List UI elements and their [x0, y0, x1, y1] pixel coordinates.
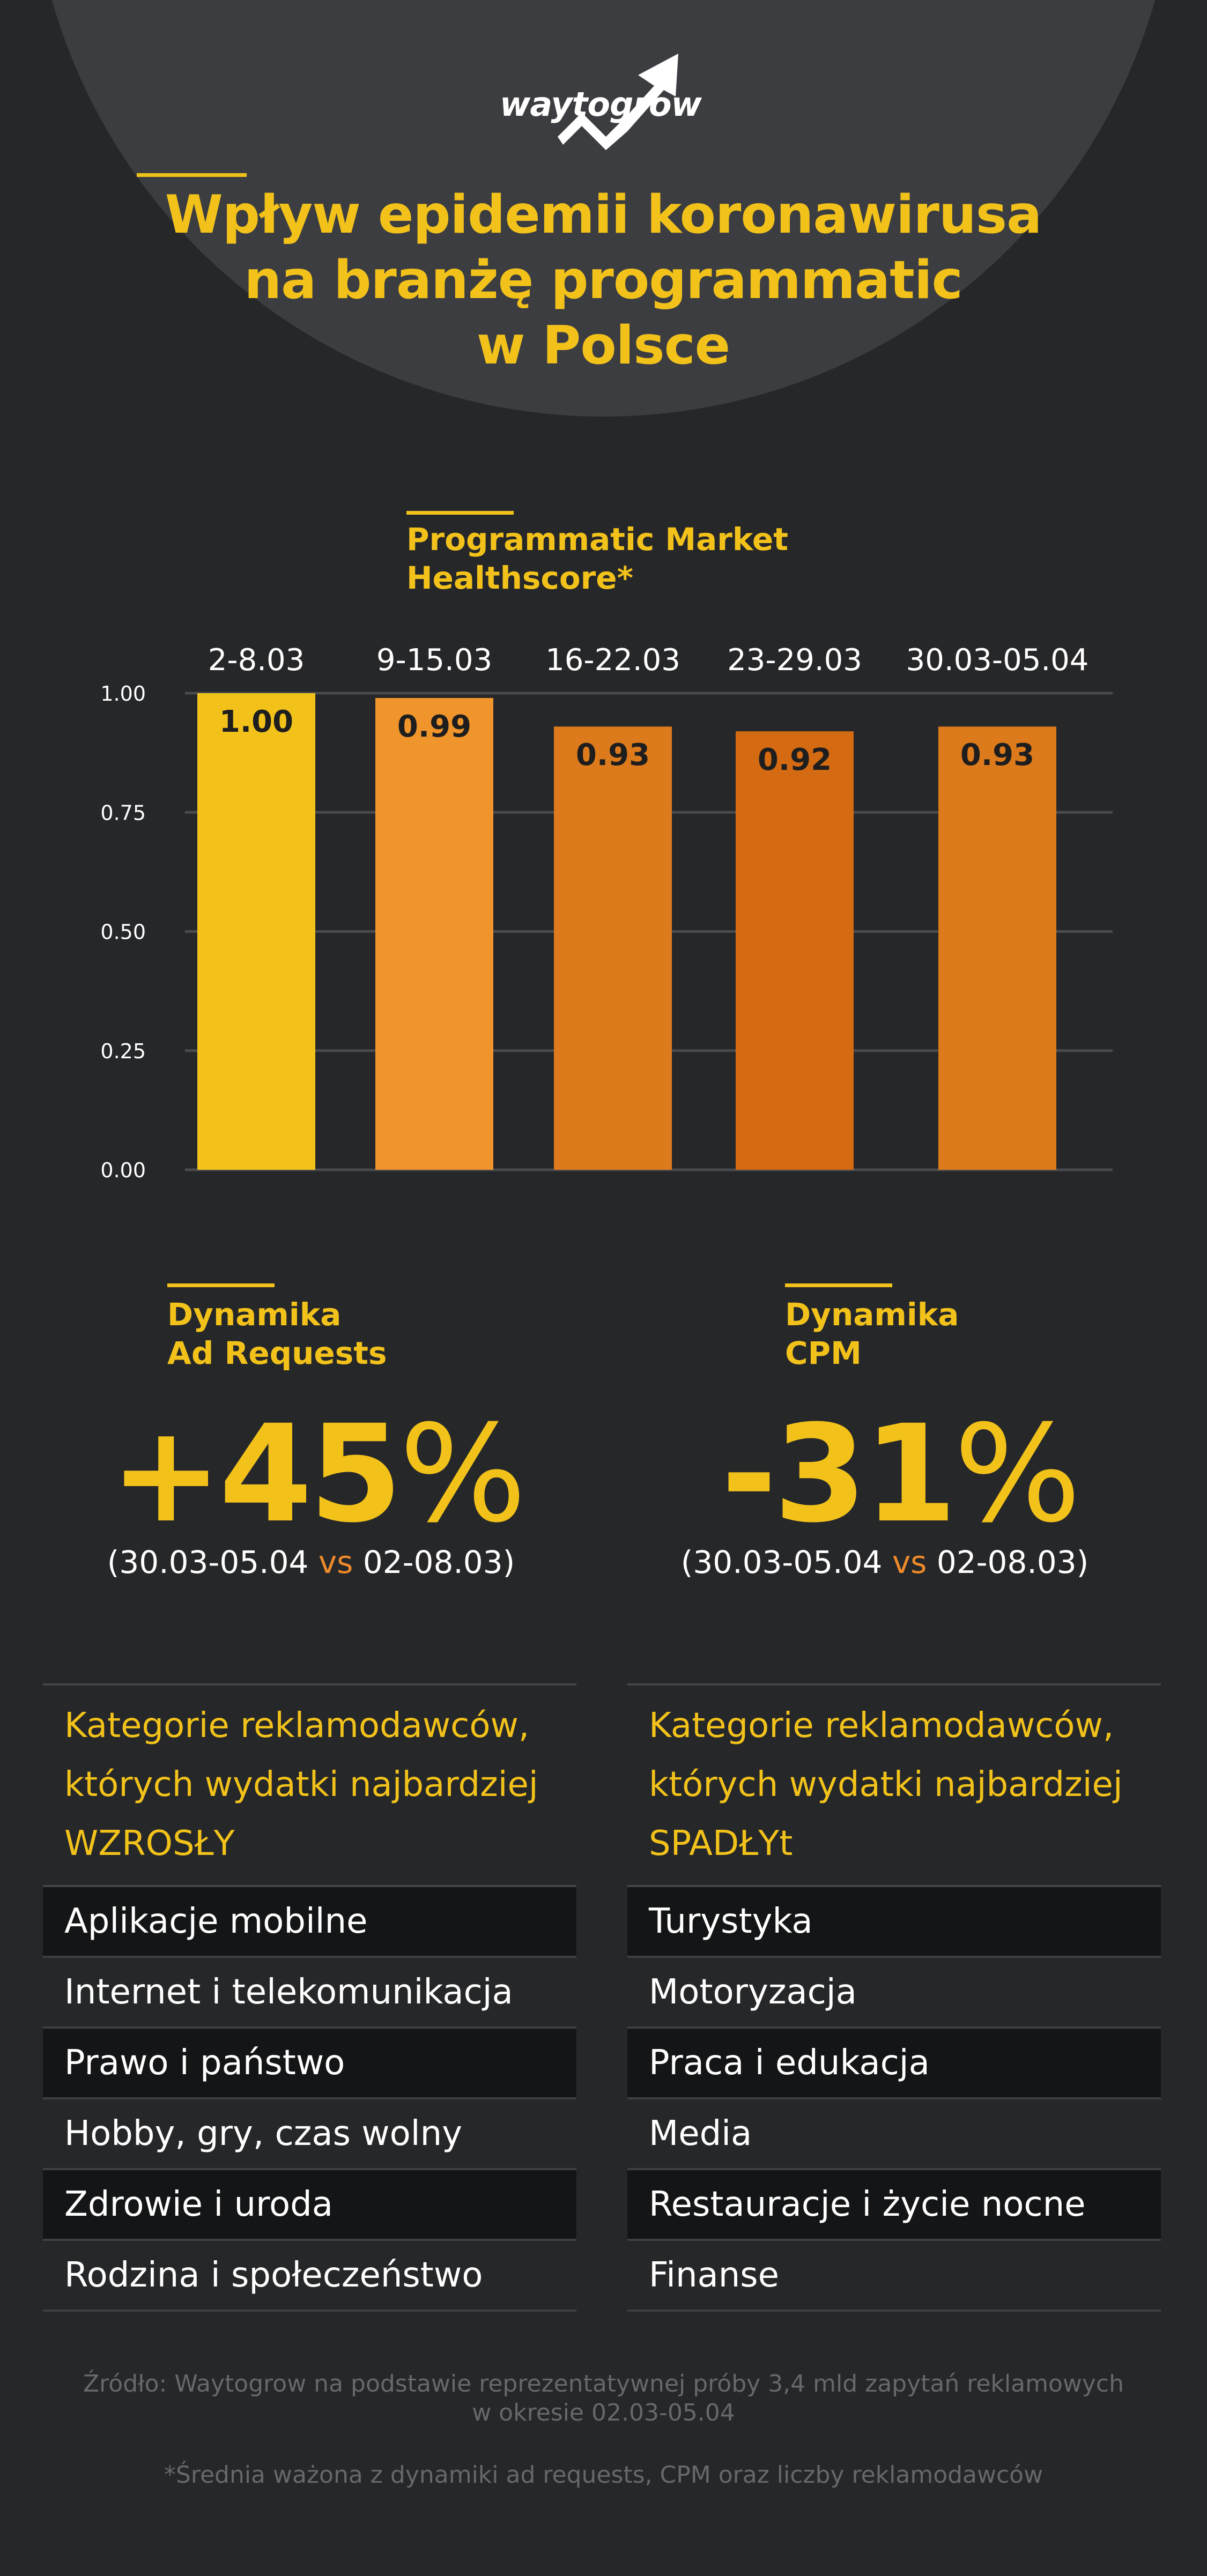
- cpm-percent-sign: %: [953, 1396, 1082, 1552]
- bar: [736, 731, 854, 1170]
- cpm-label: Dynamika CPM: [785, 1296, 959, 1371]
- bar: [197, 693, 315, 1170]
- ad-requests-value: +45%: [110, 1405, 527, 1544]
- y-tick-label: 0.50: [100, 920, 146, 944]
- title-line-3: w Polsce: [476, 315, 730, 376]
- page-title: Wpływ epidemii koronawirusa na branżę pr…: [80, 182, 1126, 378]
- y-tick-label: 0.75: [100, 801, 146, 825]
- increased-heading-line-2: których wydatki najbardziej: [64, 1765, 538, 1805]
- ad-requests-period-start: (30.03-05.04: [107, 1544, 319, 1580]
- ad-requests-percent-sign: %: [399, 1396, 527, 1552]
- data-label: 0.92: [758, 743, 832, 777]
- ad-requests-accent-line: [167, 1283, 275, 1287]
- source-line-1: Źródło: Waytogrow na podstawie reprezent…: [83, 2370, 1124, 2397]
- x-tick-label: 16-22.03: [545, 643, 680, 678]
- bar: [554, 726, 672, 1170]
- increased-heading-line-3: WZROSŁY: [64, 1824, 235, 1864]
- ad-requests-period-end: 02-08.03): [353, 1544, 515, 1580]
- bar: [938, 726, 1056, 1170]
- cpm-number: -31: [721, 1396, 957, 1552]
- title-accent-line: [137, 173, 247, 177]
- list-divider: [627, 1683, 1161, 1686]
- arrow-up-icon: [558, 54, 678, 150]
- list-item: Media: [627, 2099, 1161, 2170]
- cpm-vs: vs: [892, 1544, 927, 1580]
- decreased-heading-line-3: SPADŁYt: [649, 1824, 793, 1864]
- ad-requests-label: Dynamika Ad Requests: [167, 1296, 387, 1371]
- healthscore-footnote: *Średnia ważona z dynamiki ad requests, …: [164, 2461, 1043, 2489]
- list-item: Aplikacje mobilne: [43, 1887, 576, 1958]
- decreased-heading-line-1: Kategorie reklamodawców,: [649, 1706, 1114, 1746]
- bar: [375, 697, 493, 1170]
- list-item: Restauracje i życie nocne: [627, 2170, 1161, 2241]
- cpm-accent-line: [785, 1283, 892, 1287]
- list-item: Internet i telekomunikacja: [43, 1958, 576, 2029]
- list-item: Hobby, gry, czas wolny: [43, 2099, 576, 2170]
- waytogrow-logo: waytogrow: [493, 21, 719, 150]
- cpm-period-start: (30.03-05.04: [680, 1544, 892, 1580]
- data-label: 0.93: [576, 738, 650, 773]
- title-line-1: Wpływ epidemii koronawirusa: [165, 184, 1042, 246]
- list-divider: [43, 1683, 576, 1686]
- title-line-2: na branżę programmatic: [244, 250, 962, 311]
- increased-list-heading: Kategorie reklamodawców, których wydatki…: [43, 1686, 576, 1887]
- list-item: Praca i edukacja: [627, 2029, 1161, 2099]
- data-label: 1.00: [219, 704, 293, 739]
- source-line-2: w okresie 02.03-05.04: [472, 2399, 735, 2426]
- list-item: Finanse: [627, 2241, 1161, 2312]
- list-item: Turystyka: [627, 1887, 1161, 1958]
- chart-section-label: Programmatic Market Healthscore*: [406, 521, 788, 596]
- decreased-categories-list: Kategorie reklamodawców, których wydatki…: [627, 1683, 1161, 2312]
- y-tick-label: 1.00: [100, 682, 146, 706]
- y-tick-label: 0.00: [100, 1159, 146, 1182]
- ad-requests-number: +45: [110, 1396, 402, 1552]
- decreased-list-heading: Kategorie reklamodawców, których wydatki…: [627, 1686, 1161, 1887]
- ad-requests-vs: vs: [318, 1544, 353, 1580]
- list-item: Motoryzacja: [627, 1958, 1161, 2029]
- x-tick-label: 2-8.03: [208, 643, 305, 678]
- chart-accent-line: [406, 511, 514, 515]
- increased-categories-list: Kategorie reklamodawców, których wydatki…: [43, 1683, 576, 2312]
- decreased-heading-line-2: których wydatki najbardziej: [649, 1765, 1123, 1805]
- list-item: Prawo i państwo: [43, 2029, 576, 2099]
- cpm-period: (30.03-05.04 vs 02-08.03): [654, 1544, 1115, 1580]
- cpm-value: -31%: [721, 1405, 1081, 1544]
- x-tick-label: 9-15.03: [376, 643, 492, 678]
- x-tick-label: 23-29.03: [727, 643, 862, 678]
- increased-heading-line-1: Kategorie reklamodawców,: [64, 1706, 530, 1746]
- data-label: 0.99: [397, 709, 471, 744]
- data-label: 0.93: [960, 738, 1034, 773]
- healthscore-bar-chart: 0.00 0.25 0.50 0.75 1.00 2-8.03 1.00 9-15.03 0.9…: [100, 643, 1113, 1182]
- y-tick-label: 0.25: [100, 1040, 146, 1063]
- ad-requests-period: (30.03-05.04 vs 02-08.03): [80, 1544, 542, 1580]
- list-item: Zdrowie i uroda: [43, 2170, 576, 2241]
- cpm-period-end: 02-08.03): [927, 1544, 1089, 1580]
- x-tick-label: 30.03-05.04: [906, 643, 1089, 678]
- logo-text: waytogrow: [500, 85, 702, 124]
- source-note: Źródło: Waytogrow na podstawie reprezent…: [32, 2370, 1175, 2427]
- list-item: Rodzina i społeczeństwo: [43, 2241, 576, 2312]
